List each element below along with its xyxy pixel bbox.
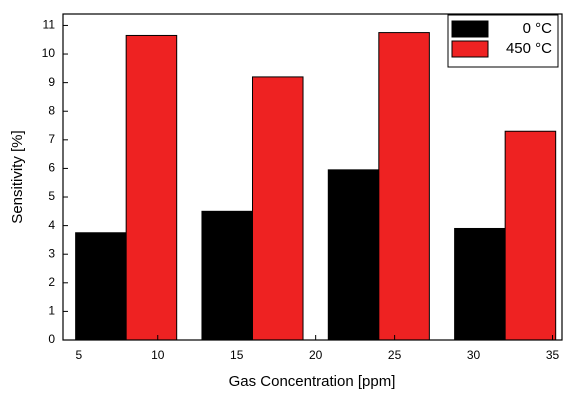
y-tick-label: 5 [48,189,55,203]
legend-text: 450 °C [506,40,552,57]
y-tick-label: 7 [48,132,55,146]
x-tick-label: 5 [75,348,82,362]
x-tick-label: 15 [230,348,244,362]
x-axis-title: Gas Concentration [ppm] [229,373,396,390]
x-tick-label: 35 [546,348,560,362]
y-tick-label: 10 [42,46,56,60]
bar [378,32,430,341]
y-tick-label: 0 [48,332,55,346]
bar [504,130,557,341]
legend-text: 0 °C [523,20,553,37]
y-tick-label: 9 [48,75,55,89]
y-tick-label: 11 [43,18,56,32]
bar [251,76,304,341]
bar [125,34,178,341]
y-tick-label: 4 [48,218,55,232]
y-tick-label: 3 [48,246,55,260]
bar [75,232,127,341]
x-tick-label: 25 [388,348,402,362]
plot-frame [62,13,563,341]
y-tick-label: 8 [48,103,55,117]
bar [201,210,253,341]
y-axis-title: Sensitivity [%] [9,130,26,223]
y-tick-label: 2 [48,275,55,289]
legend-swatch [451,20,489,38]
bar [454,227,506,341]
x-tick-label: 30 [467,348,481,362]
y-tick-label: 6 [48,161,55,175]
legend-swatch [451,40,489,58]
x-tick-label: 10 [151,348,165,362]
x-tick-label: 20 [309,348,323,362]
bar [327,169,380,341]
y-tick-label: 1 [48,304,55,318]
